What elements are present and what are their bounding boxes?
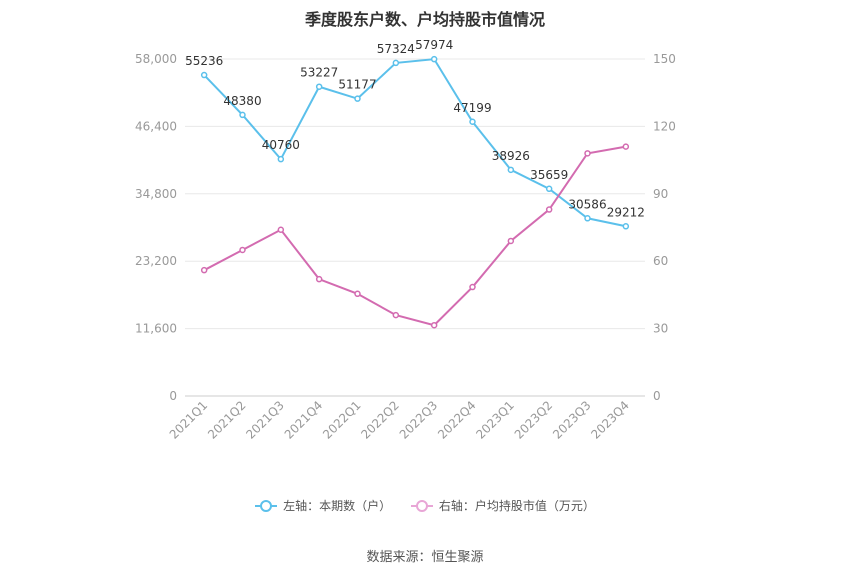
data-label: 47199 <box>453 101 491 115</box>
legend-right-label: 右轴：户均持股市值（万元） <box>438 499 595 513</box>
x-tick-label: 2021Q1 <box>167 398 211 442</box>
data-label: 30586 <box>568 197 606 211</box>
data-label: 51177 <box>338 78 376 92</box>
y-right-tick-label: 150 <box>653 52 676 66</box>
data-label: 53227 <box>300 66 338 80</box>
data-point-right <box>545 206 553 213</box>
x-tick-label: 2023Q3 <box>550 398 594 442</box>
y-left-tick-label: 0 <box>169 389 177 403</box>
y-left-tick-label: 46,400 <box>135 119 177 133</box>
y-right-tick-label: 90 <box>653 187 668 201</box>
data-point-left <box>430 55 438 63</box>
data-point-right <box>239 246 246 254</box>
x-tick-label: 2023Q4 <box>588 398 632 442</box>
data-label: 38926 <box>492 149 530 163</box>
data-label: 55236 <box>185 54 223 68</box>
data-point-left <box>315 83 323 90</box>
data-point-right <box>622 143 630 150</box>
x-tick-label: 2022Q3 <box>397 398 441 442</box>
series-line-left <box>203 58 627 228</box>
data-point-left <box>545 185 553 193</box>
legend-item-right-series[interactable]: 右轴：户均持股市值（万元） <box>410 497 595 514</box>
x-tick-label: 2022Q2 <box>358 398 402 442</box>
x-tick-label: 2021Q3 <box>243 398 287 442</box>
series-line-right <box>203 145 627 327</box>
data-point-left <box>200 71 208 79</box>
data-point-right <box>354 290 361 298</box>
y-right-tick-label: 120 <box>653 119 676 133</box>
y-right-tick-label: 30 <box>653 322 668 336</box>
data-label: 48380 <box>223 94 261 108</box>
data-point-left <box>507 166 515 174</box>
y-right-tick-label: 0 <box>653 389 661 403</box>
data-point-left <box>584 215 591 222</box>
x-tick-label: 2023Q2 <box>512 398 556 442</box>
y-left-tick-label: 58,000 <box>135 52 177 66</box>
y-left-tick-label: 34,800 <box>135 187 177 201</box>
y-left-tick-label: 23,200 <box>135 254 177 268</box>
chart-title: 季度股东户数、户均持股市值情况 <box>304 10 545 29</box>
data-point-right <box>507 237 515 245</box>
x-tick-label: 2022Q1 <box>320 398 364 442</box>
x-tick-label: 2021Q4 <box>282 398 326 442</box>
legend-left-label: 左轴：本期数（户） <box>283 499 392 513</box>
legend-right-line-icon <box>410 499 433 512</box>
data-point-right <box>430 321 438 329</box>
legend: 左轴：本期数（户） 右轴：户均持股市值（万元） <box>0 497 850 515</box>
data-point-right <box>469 283 476 291</box>
legend-left-line-icon <box>255 499 278 512</box>
data-point-right <box>200 266 208 274</box>
data-point-left <box>277 155 285 163</box>
data-point-left <box>354 95 361 102</box>
data-point-right <box>277 226 285 233</box>
data-point-right <box>315 275 323 283</box>
data-label: 40760 <box>262 138 300 152</box>
data-point-right <box>584 150 591 157</box>
data-label: 29212 <box>607 205 645 219</box>
y-left-tick-label: 11,600 <box>135 322 177 336</box>
y-right-tick-label: 60 <box>653 254 668 268</box>
data-label: 35659 <box>530 168 568 182</box>
data-label: 57974 <box>415 38 453 52</box>
data-label: 57324 <box>377 42 415 56</box>
data-point-left <box>469 118 476 126</box>
data-point-left <box>239 111 246 119</box>
data-point-left <box>392 59 400 67</box>
x-tick-label: 2021Q2 <box>205 398 249 442</box>
data-point-left <box>622 223 630 230</box>
x-tick-label: 2023Q1 <box>473 398 517 442</box>
legend-item-left-series[interactable]: 左轴：本期数（户） <box>255 497 391 514</box>
x-tick-label: 2022Q4 <box>435 398 479 442</box>
data-point-right <box>392 311 400 319</box>
data-source: 数据来源：恒生聚源 <box>366 550 484 565</box>
